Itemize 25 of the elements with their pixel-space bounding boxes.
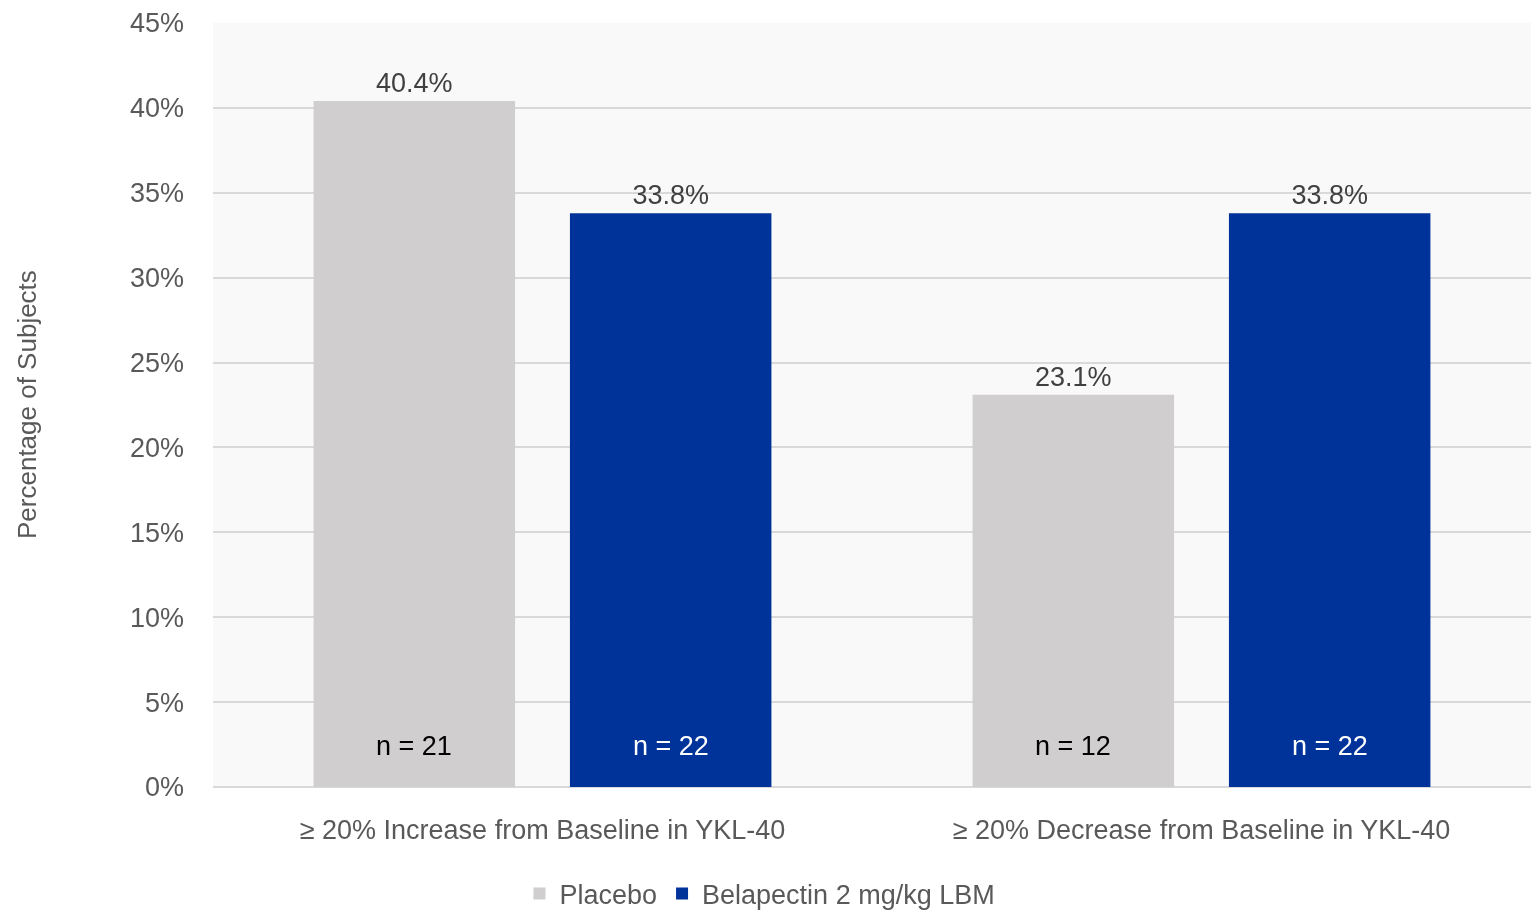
data-label: 33.8% [1291,180,1368,211]
bar [569,213,772,787]
y-tick-label: 30% [129,263,184,294]
bar [1228,213,1431,787]
y-tick-label: 40% [129,93,184,124]
y-tick-label: 10% [129,602,184,633]
annotation: n = 12 [1035,731,1111,761]
x-tick-label: ≥ 20% Increase from Baseline in YKL-40 [299,815,786,845]
y-tick-label: 20% [129,432,184,463]
y-axis-title: Percentage of Subjects [12,270,42,539]
annotation: n = 22 [633,731,709,761]
x-tick-label: ≥ 20% Decrease from Baseline in YKL-40 [952,815,1451,845]
data-label: 23.1% [1035,361,1112,392]
y-tick-label: 5% [144,687,184,718]
y-tick-label: 35% [129,178,184,209]
y-tick-label: 15% [129,517,184,548]
legend-label: Placebo [559,880,658,911]
y-tick-label: 25% [129,348,184,379]
legend-label: Belapectin 2 mg/kg LBM [702,880,995,911]
y-tick-label: 0% [144,772,184,803]
annotation: n = 21 [376,731,452,761]
data-label: 40.4% [376,68,453,99]
data-label: 33.8% [632,180,709,211]
y-tick-label: 45% [129,8,184,39]
annotation: n = 22 [1292,731,1368,761]
